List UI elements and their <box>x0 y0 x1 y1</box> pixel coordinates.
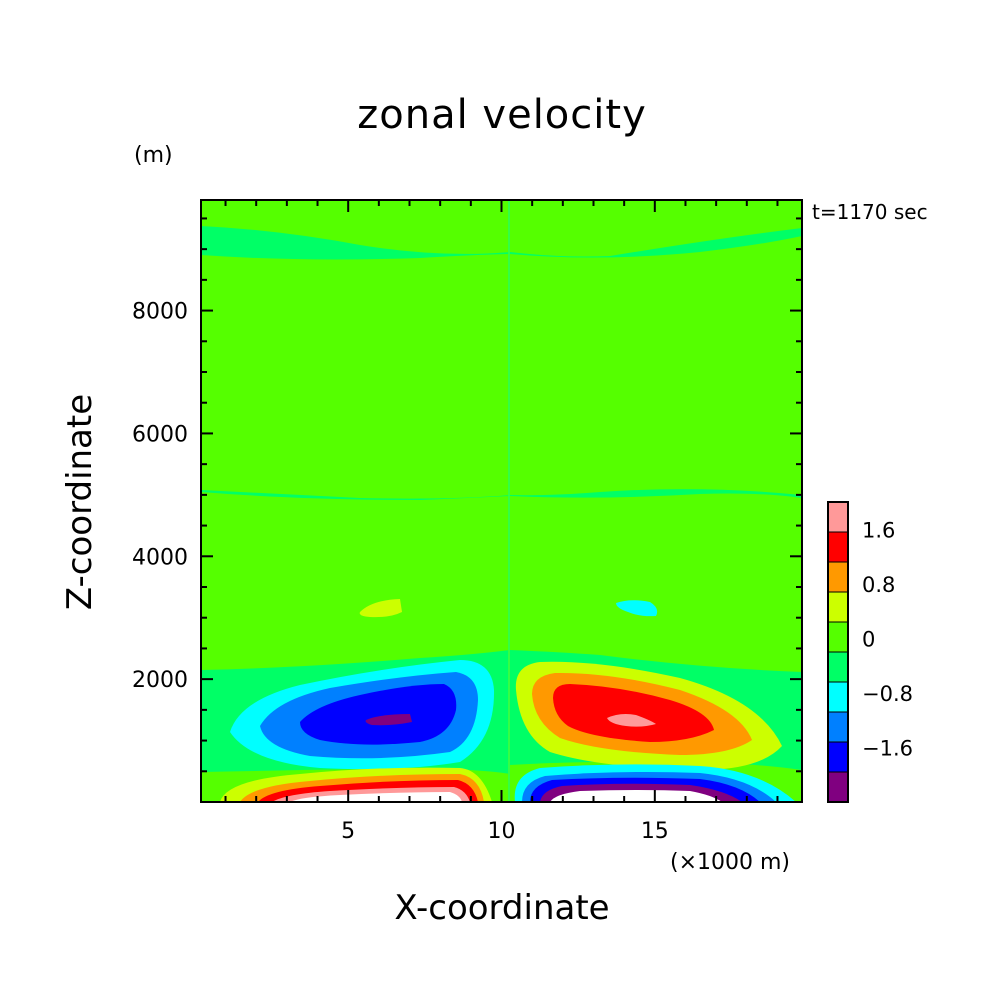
small-negative-anomaly <box>616 600 658 617</box>
colorbar-swatch <box>827 621 849 653</box>
x-tick-label: 15 <box>641 819 669 844</box>
negative-vortex-core <box>365 714 412 726</box>
chart-title: zonal velocity <box>357 92 647 138</box>
colorbar-swatch <box>827 501 849 533</box>
y-tick-label: 6000 <box>132 422 188 447</box>
x-unit-label: (×1000 m) <box>670 850 791 875</box>
y-tick-label: 4000 <box>132 545 188 570</box>
colorbar-tick-label: −1.6 <box>862 736 913 760</box>
weak-positive-band-lower <box>201 492 802 672</box>
positive-vortex-core <box>607 714 656 727</box>
weak-positive-band-top <box>201 200 802 257</box>
colorbar: −1.6 −0.8 0 0.8 1.6 <box>827 501 913 803</box>
colorbar-tick-label: 1.6 <box>862 518 895 542</box>
z-unit-label: (m) <box>134 143 173 168</box>
colorbar-swatch <box>827 531 849 563</box>
colorbar-swatch <box>827 771 849 803</box>
x-axis-label: X-coordinate <box>394 888 610 928</box>
colorbar-swatch <box>827 711 849 743</box>
weak-positive-band-upper <box>201 236 802 499</box>
bottom-positive-core <box>290 792 462 802</box>
x-tick-label: 10 <box>488 819 516 844</box>
x-tick-label: 5 <box>341 819 355 844</box>
colorbar-tick-label: −0.8 <box>862 682 913 706</box>
colorbar-swatch <box>827 591 849 623</box>
axes: 5 10 15 2000 4000 6000 8000 <box>132 200 802 844</box>
colorbar-tick-label: 0.8 <box>862 573 895 597</box>
colorbar-frame <box>827 501 849 803</box>
colorbar-swatch <box>827 741 849 773</box>
y-tick-label: 2000 <box>132 668 188 693</box>
colorbar-tick-label: 0 <box>862 627 875 651</box>
colorbar-swatch <box>827 681 849 713</box>
positive-vortex-level-3 <box>553 684 714 742</box>
time-label: t=1170 sec <box>812 200 928 224</box>
contour-field <box>201 200 802 802</box>
y-tick-label: 8000 <box>132 300 188 325</box>
negative-vortex-level-3 <box>300 684 457 745</box>
colorbar-swatch <box>827 561 849 593</box>
colorbar-swatch <box>827 651 849 683</box>
small-positive-anomaly <box>359 599 402 618</box>
